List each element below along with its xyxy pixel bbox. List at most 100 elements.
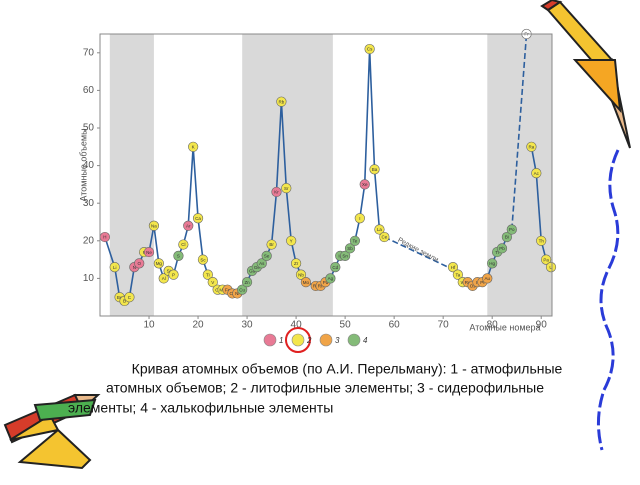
element-symbol: Re bbox=[465, 280, 471, 285]
element-marker bbox=[197, 254, 209, 265]
element-symbol: Li bbox=[113, 265, 117, 270]
element-marker bbox=[261, 250, 272, 261]
element-symbol: Na bbox=[151, 223, 157, 228]
element-symbol: Ra bbox=[529, 144, 535, 149]
element-symbol: Pt bbox=[480, 280, 485, 285]
element-symbol: Se bbox=[264, 254, 270, 259]
element-symbol: Mo bbox=[303, 280, 310, 285]
element-marker bbox=[183, 220, 194, 231]
element-marker bbox=[168, 269, 179, 280]
element-symbol: H bbox=[103, 235, 106, 240]
element-marker bbox=[354, 213, 365, 224]
series-line bbox=[383, 33, 528, 268]
x-tick-label: 50 bbox=[340, 320, 352, 331]
element-symbol: O bbox=[137, 261, 141, 266]
element-symbol: Al bbox=[162, 276, 166, 281]
x-tick-label: 10 bbox=[143, 320, 155, 331]
element-symbol: Os bbox=[470, 284, 477, 289]
element-symbol: Fe bbox=[225, 287, 231, 292]
element-marker bbox=[531, 168, 542, 179]
element-symbol: Si bbox=[167, 269, 171, 274]
element-marker bbox=[496, 243, 508, 254]
element-symbol: Ta bbox=[455, 272, 460, 277]
element-symbol: Rb bbox=[279, 99, 285, 104]
annotation: Редкие земли bbox=[396, 237, 439, 264]
shaded-range bbox=[487, 34, 552, 316]
element-marker bbox=[526, 141, 537, 152]
element-symbol: Hg bbox=[489, 261, 495, 266]
element-marker bbox=[188, 141, 199, 152]
y-tick-label: 40 bbox=[83, 160, 95, 171]
y-tick-label: 20 bbox=[83, 235, 95, 246]
element-symbol: Ge bbox=[254, 265, 261, 270]
element-symbol: I bbox=[359, 216, 360, 221]
element-marker bbox=[344, 243, 356, 254]
element-marker bbox=[369, 164, 380, 175]
element-symbol: S bbox=[177, 254, 180, 259]
legend-swatch bbox=[263, 333, 277, 347]
element-symbol: Hf bbox=[451, 265, 456, 270]
plot-frame bbox=[99, 33, 553, 317]
element-marker bbox=[148, 220, 160, 231]
legend-label: 2 bbox=[306, 336, 312, 345]
legend-label: 3 bbox=[335, 336, 340, 345]
y-tick-label: 70 bbox=[83, 47, 95, 58]
element-marker bbox=[330, 262, 341, 273]
element-symbol: Po bbox=[509, 227, 515, 232]
element-symbol: Cu bbox=[239, 287, 245, 292]
legend-swatch bbox=[319, 333, 333, 347]
element-symbol: Zn bbox=[244, 280, 250, 285]
element-symbol: Sn bbox=[342, 254, 348, 259]
element-symbol: Ba bbox=[372, 167, 378, 172]
element-symbol: Pa bbox=[543, 257, 549, 262]
pencil-bottom bbox=[3, 393, 101, 470]
element-symbol: Pb bbox=[499, 246, 505, 251]
legend-swatch bbox=[291, 333, 305, 347]
element-marker bbox=[290, 258, 302, 269]
element-symbol: Rh bbox=[318, 284, 324, 289]
element-symbol: Nb bbox=[298, 272, 304, 277]
x-tick-label: 70 bbox=[438, 320, 450, 331]
y-tick-label: 30 bbox=[83, 198, 95, 209]
element-marker bbox=[124, 292, 135, 303]
pencil-top bbox=[540, 0, 631, 149]
element-symbol: Au bbox=[485, 276, 491, 281]
element-marker bbox=[256, 258, 267, 269]
element-marker bbox=[271, 186, 282, 198]
element-marker bbox=[536, 235, 547, 246]
element-symbol: Te bbox=[353, 238, 358, 243]
element-symbol: Xe bbox=[362, 182, 368, 187]
element-symbol: Sr bbox=[284, 186, 289, 191]
element-symbol: Ne bbox=[146, 250, 152, 255]
element-symbol: La bbox=[377, 227, 383, 232]
element-symbol: Tl bbox=[495, 250, 499, 255]
element-symbol: Ca bbox=[195, 216, 201, 221]
element-symbol: Zr bbox=[294, 261, 299, 266]
decor-line bbox=[597, 149, 620, 451]
element-marker bbox=[545, 262, 557, 273]
element-marker bbox=[452, 269, 463, 280]
element-marker bbox=[241, 277, 253, 288]
element-marker bbox=[109, 262, 120, 273]
legend-label: 1 bbox=[279, 336, 283, 345]
element-symbol: Cd bbox=[332, 265, 338, 270]
element-symbol: K bbox=[192, 144, 195, 149]
x-axis-label: Атомные номера bbox=[469, 322, 540, 332]
x-tick-label: 40 bbox=[291, 320, 303, 331]
x-tick-label: 90 bbox=[536, 320, 548, 331]
element-marker bbox=[178, 239, 189, 250]
element-marker bbox=[173, 250, 184, 261]
element-marker bbox=[364, 43, 375, 55]
element-marker bbox=[379, 231, 390, 243]
element-symbol: C bbox=[128, 295, 132, 300]
y-tick-label: 50 bbox=[83, 123, 95, 134]
element-marker bbox=[143, 246, 155, 258]
element-marker bbox=[286, 235, 297, 246]
element-marker bbox=[237, 284, 248, 295]
x-tick-label: 30 bbox=[242, 320, 254, 331]
element-marker bbox=[501, 231, 512, 243]
element-marker bbox=[134, 258, 145, 269]
element-marker bbox=[207, 277, 218, 288]
